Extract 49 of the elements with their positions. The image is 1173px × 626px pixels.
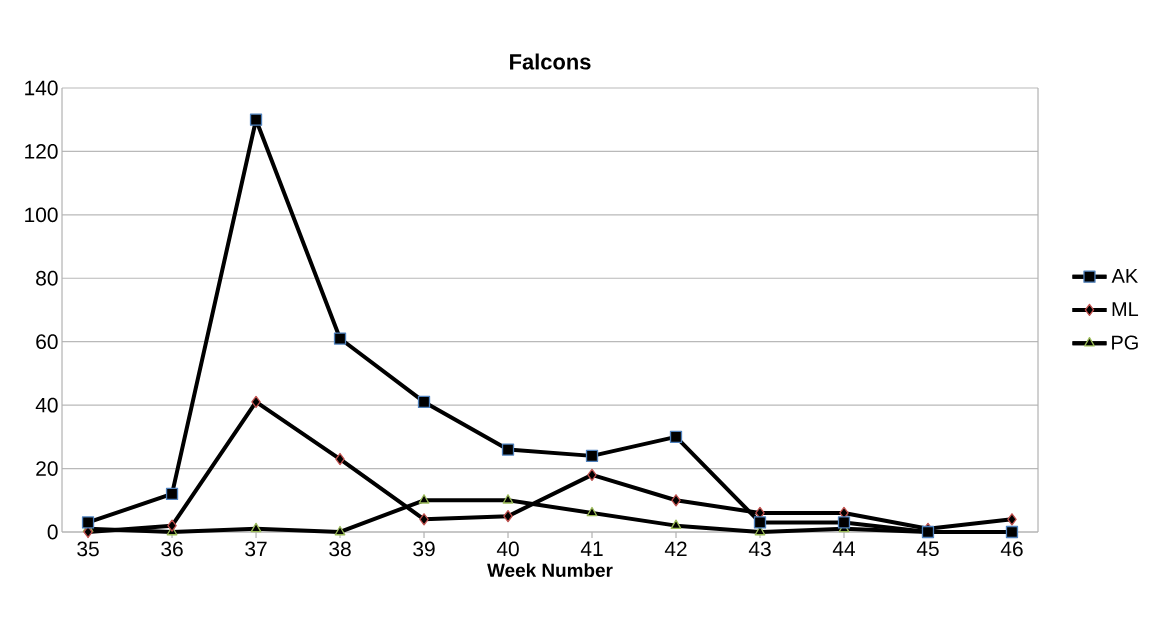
point (753, 516, 767, 529)
point (81, 516, 95, 529)
point (418, 494, 430, 504)
point (335, 452, 345, 466)
y-tick-label: 140 (25, 80, 58, 96)
x-tick-label: 44 (832, 541, 855, 556)
point (333, 332, 347, 345)
y-tick-label: 100 (25, 207, 58, 223)
y-tick-label: 80 (36, 270, 58, 286)
point (419, 513, 429, 526)
legend-label: ML (1112, 302, 1139, 316)
x-tick-label: 38 (329, 541, 351, 557)
point (671, 494, 681, 507)
point (670, 519, 682, 530)
point (417, 395, 431, 409)
point (334, 525, 346, 536)
y-tick-label: 120 (25, 144, 58, 159)
x-tick-label: 46 (1000, 541, 1023, 557)
point (249, 113, 263, 126)
point (587, 468, 597, 482)
point (251, 395, 261, 409)
x-tick-label: 37 (245, 541, 267, 557)
chart-title: Falcons (510, 53, 591, 70)
x-tick-label: 39 (413, 541, 435, 557)
y-tick-label: 60 (36, 334, 58, 350)
legend-label: AK (1111, 269, 1138, 283)
x-tick-label: 40 (496, 541, 519, 557)
x-tick-label: 41 (580, 541, 603, 556)
point (669, 430, 683, 443)
point (501, 443, 515, 456)
x-tick-label: 43 (748, 541, 771, 557)
x-tick-label: 45 (916, 541, 939, 557)
x-tick-label: 42 (664, 541, 687, 557)
point (586, 506, 598, 517)
x-axis-title: Week Number (487, 563, 613, 578)
y-tick-label: 0 (47, 524, 58, 540)
point (837, 516, 851, 529)
point (165, 487, 179, 501)
point (585, 449, 599, 463)
point (167, 519, 177, 532)
legend-label: PG (1112, 335, 1138, 350)
x-tick-label: 36 (161, 541, 183, 557)
point (250, 522, 262, 533)
x-tick-label: 35 (77, 541, 99, 557)
point (503, 509, 513, 523)
point (502, 494, 514, 504)
y-tick-label: 40 (35, 397, 58, 413)
y-tick-label: 20 (36, 461, 58, 476)
point (1007, 513, 1017, 526)
